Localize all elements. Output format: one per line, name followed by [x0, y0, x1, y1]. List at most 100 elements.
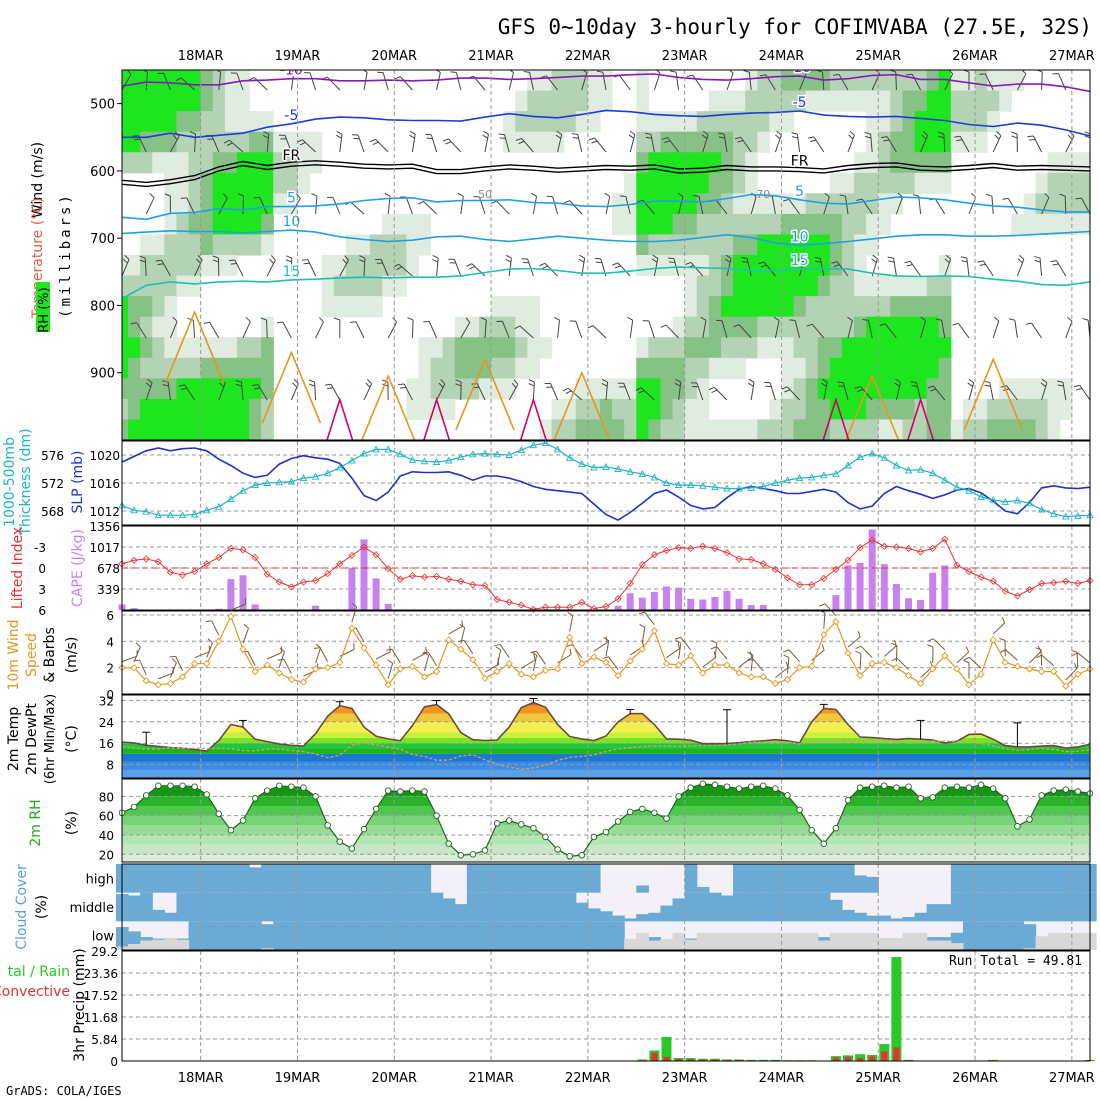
surface-wind-barb-flag	[569, 648, 572, 655]
isotherm-label: FR	[283, 148, 301, 164]
rh-cell	[708, 337, 722, 359]
rh-cell	[696, 357, 710, 379]
cloud-cell	[285, 892, 299, 922]
upper-wind-barb-flag	[701, 134, 708, 139]
upper-wind-barb-flag	[920, 316, 926, 322]
upper-wind-barb-flag	[195, 258, 201, 264]
rh-cell	[212, 131, 226, 153]
rh-cell	[648, 234, 662, 256]
rh-frame	[121, 778, 1091, 863]
thickness-point	[820, 471, 828, 479]
upper-wind-barb-flag	[604, 192, 611, 197]
wind-speed-point	[130, 664, 138, 672]
surface-wind-barb	[387, 663, 394, 679]
upper-wind-barb	[504, 134, 510, 153]
cloud-cell	[261, 864, 274, 893]
cloud-cell	[745, 864, 758, 893]
wind-speed-point	[759, 673, 767, 681]
low-cloud-gap	[1071, 932, 1085, 950]
rh-cell	[866, 90, 879, 112]
rh-cell	[285, 131, 299, 153]
rh-point	[735, 785, 743, 792]
cape-bar	[941, 565, 949, 610]
rh-cell	[817, 337, 831, 359]
cloud-cell	[466, 892, 480, 922]
lifted-index-point	[578, 598, 586, 606]
upper-wind-barb	[218, 197, 228, 215]
low-cloud-gap	[164, 937, 178, 950]
rh-cell	[636, 255, 649, 277]
upper-wind-barb	[1032, 135, 1043, 153]
upper-wind-barb-flag	[1052, 263, 1059, 266]
wind-speed-point	[1013, 662, 1022, 670]
wind-speed-point	[348, 624, 356, 632]
rh-cell	[152, 337, 165, 359]
upper-wind-barb	[330, 384, 341, 401]
rh-cell	[720, 172, 734, 194]
rh-cell	[866, 70, 879, 92]
cloud-cell	[1023, 864, 1037, 893]
upper-wind-barb	[771, 196, 776, 215]
cloud-cell	[176, 864, 190, 893]
cloud-cell	[587, 908, 601, 922]
cloud-cell	[345, 892, 359, 922]
upper-wind-barb-flag	[260, 317, 267, 321]
upper-wind-barb-flag	[895, 378, 901, 383]
cape-bar	[687, 598, 695, 610]
isotherm-line	[122, 266, 1090, 300]
lifted-index-point	[372, 551, 380, 559]
surface-wind-barb	[666, 648, 680, 659]
rh-cell	[866, 357, 879, 379]
upper-wind-barb-flag	[369, 138, 376, 143]
rh-cell	[890, 357, 904, 379]
rh-cell	[878, 131, 891, 153]
upper-wind-barb	[380, 259, 389, 277]
rh-point	[142, 792, 150, 799]
cloud-cell	[950, 864, 964, 893]
rh-cell	[575, 378, 589, 400]
low-cloud-gap	[636, 932, 649, 950]
rh-point	[384, 787, 392, 794]
lifted-index-point	[614, 595, 622, 603]
lifted-index-point	[396, 575, 404, 583]
rh-cell	[757, 70, 770, 92]
rh-point	[977, 781, 985, 789]
rh-cell	[890, 131, 904, 153]
thickness-point	[1062, 512, 1070, 520]
upper-wind-barb-flag	[832, 73, 840, 76]
rh-cell	[672, 398, 686, 421]
rh-cell	[938, 111, 952, 133]
upper-wind-barb-flag	[904, 260, 911, 264]
rh-cell	[212, 419, 226, 440]
rh-cell	[188, 70, 202, 92]
surface-wind-barb-flag	[965, 646, 970, 653]
upper-wind-barb	[302, 139, 316, 153]
surface-wind-barb-flag	[819, 603, 826, 607]
thickness-point	[372, 445, 380, 453]
rh-cell	[122, 296, 129, 318]
rh-cell	[769, 70, 783, 92]
thickness-point	[408, 455, 417, 463]
rh-cell	[140, 357, 153, 379]
surface-wind-barb-flag	[277, 658, 284, 661]
thickness-point	[541, 439, 550, 447]
upper-wind-barb-flag	[862, 318, 869, 321]
surface-wind-barb	[211, 620, 220, 636]
rh-cell	[236, 234, 250, 256]
surface-wind-barb-flag	[567, 612, 574, 617]
rh-cell	[648, 152, 662, 174]
upper-wind-barb-flag	[222, 193, 228, 199]
upper-wind-barb-flag	[296, 139, 303, 143]
cloud-cell	[926, 904, 940, 922]
cloud-cell	[551, 864, 565, 893]
cloud-cell	[249, 921, 262, 950]
surface-wind-barb	[605, 640, 610, 657]
rh-cell	[122, 316, 129, 338]
rh-cell	[188, 111, 202, 133]
rh-cell	[793, 316, 807, 338]
cloud-cell	[527, 892, 541, 922]
rh-cell	[236, 357, 250, 379]
upper-wind-barb-flag	[661, 137, 668, 140]
lifted-index-point	[529, 605, 537, 613]
